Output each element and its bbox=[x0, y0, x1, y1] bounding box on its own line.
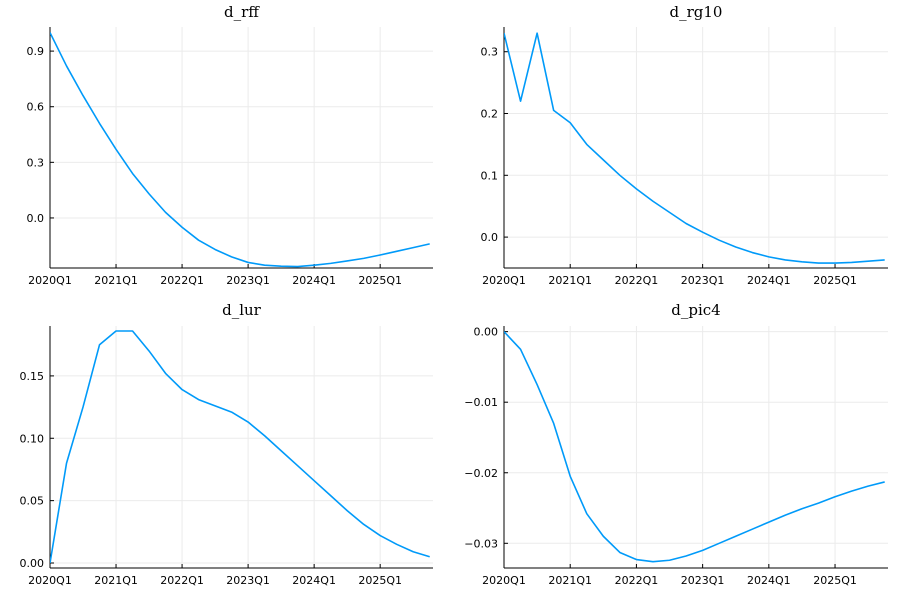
x-tick-label: 2023Q1 bbox=[681, 574, 725, 587]
x-tick-label: 2025Q1 bbox=[358, 574, 402, 587]
x-tick-label: 2024Q1 bbox=[292, 274, 336, 287]
y-tick-label: 0.0 bbox=[481, 231, 499, 244]
x-tick-label: 2023Q1 bbox=[226, 574, 270, 587]
x-tick-label: 2025Q1 bbox=[358, 274, 402, 287]
y-tick-label: 0.15 bbox=[20, 370, 45, 383]
series-line-d-pic4 bbox=[504, 331, 885, 563]
x-tick-label: 2025Q1 bbox=[813, 574, 857, 587]
panel-title: d_rg10 bbox=[670, 3, 723, 21]
y-tick-label: 0.6 bbox=[27, 101, 45, 114]
chart-panel-d-rg10: d_rg10 2020Q1 2021Q1 2022Q1 2023Q1 2024Q1 2025… bbox=[481, 3, 888, 287]
chart-panel-d-lur: d_lur 2020Q1 2021Q1 2022Q1 2023Q1 2024Q1 2025Q… bbox=[20, 301, 433, 587]
y-tick-label: −0.02 bbox=[464, 467, 498, 480]
y-tick-label: 0.2 bbox=[481, 108, 499, 121]
chart-panel-d-pic4: d_pic4 2020Q1 2021Q1 2022Q1 2023Q1 2024Q1 2025… bbox=[464, 301, 888, 587]
series-line-d-lur bbox=[50, 330, 430, 564]
x-tick-label: 2024Q1 bbox=[747, 274, 791, 287]
x-tick-label: 2021Q1 bbox=[548, 574, 592, 587]
panel-title: d_lur bbox=[222, 301, 262, 319]
y-tick-label: 0.3 bbox=[27, 156, 45, 169]
x-tick-label: 2020Q1 bbox=[482, 574, 526, 587]
panel-title: d_pic4 bbox=[671, 301, 720, 319]
x-tick-label: 2022Q1 bbox=[160, 274, 204, 287]
x-tick-label: 2022Q1 bbox=[615, 574, 659, 587]
x-tick-label: 2021Q1 bbox=[94, 574, 138, 587]
y-tick-label: 0.0 bbox=[27, 212, 45, 225]
x-tick-label: 2025Q1 bbox=[813, 274, 857, 287]
x-tick-label: 2020Q1 bbox=[482, 274, 526, 287]
x-tick-label: 2023Q1 bbox=[681, 274, 725, 287]
x-tick-label: 2021Q1 bbox=[94, 274, 138, 287]
y-tick-label: −0.03 bbox=[464, 537, 498, 550]
chart-panel-d-rff: d_rff 2020Q1 2021Q1 2022Q1 2023Q1 2024Q1 2025Q… bbox=[27, 3, 433, 287]
y-tick-label: 0.9 bbox=[27, 45, 45, 58]
y-tick-label: 0.00 bbox=[20, 557, 45, 570]
y-tick-label: 0.3 bbox=[481, 46, 499, 59]
y-tick-label: −0.01 bbox=[464, 396, 498, 409]
y-tick-label: 0.10 bbox=[20, 432, 45, 445]
x-tick-label: 2020Q1 bbox=[28, 274, 72, 287]
x-tick-label: 2024Q1 bbox=[292, 574, 336, 587]
panel-title: d_rff bbox=[224, 3, 260, 21]
series-line-d-rg10 bbox=[504, 32, 885, 264]
y-tick-label: 0.00 bbox=[474, 326, 499, 339]
x-tick-label: 2022Q1 bbox=[615, 274, 659, 287]
x-tick-label: 2024Q1 bbox=[747, 574, 791, 587]
x-tick-label: 2022Q1 bbox=[160, 574, 204, 587]
y-tick-label: 0.1 bbox=[481, 169, 499, 182]
x-tick-label: 2021Q1 bbox=[548, 274, 592, 287]
y-tick-label: 0.05 bbox=[20, 495, 45, 508]
series-line-d-rff bbox=[50, 32, 430, 268]
x-tick-label: 2020Q1 bbox=[28, 574, 72, 587]
x-tick-label: 2023Q1 bbox=[226, 274, 270, 287]
